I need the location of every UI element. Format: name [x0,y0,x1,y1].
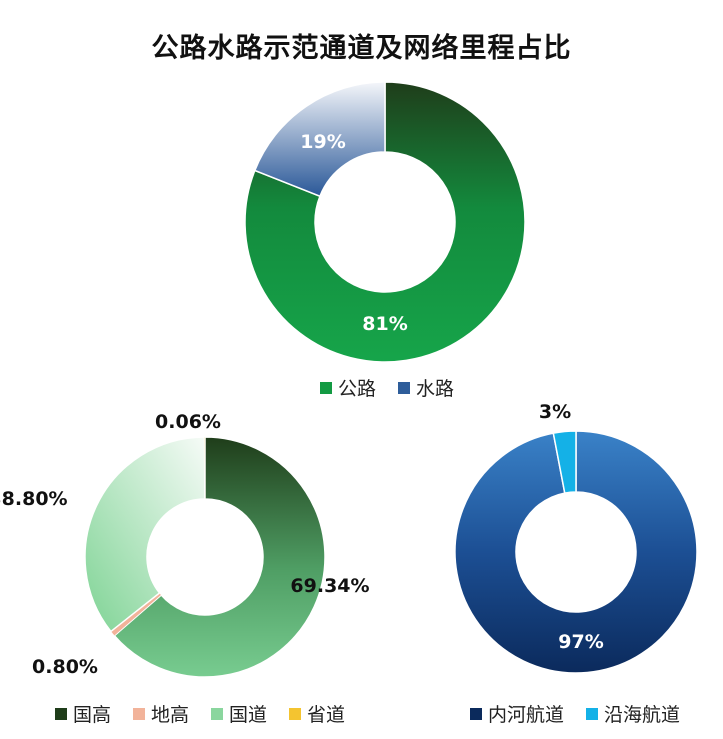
data-label-内河航道: 97% [558,631,603,653]
slice-水路 [253,81,386,198]
slice-公路 [244,81,526,363]
chart-title: 公路水路示范通道及网络里程占比 [151,33,572,64]
slice-沿海航道 [552,430,577,494]
legend-overall: 公路 水路 [320,374,476,401]
legend-item-水路: 水路 [398,374,454,401]
legend-swatch [586,707,599,720]
legend-label: 水路 [416,378,455,400]
legend-item-省道: 省道 [289,700,345,727]
data-label-地高: 0.80% [32,656,98,678]
legend-swatch [470,707,482,720]
legend-swatch [320,381,332,394]
legend-swatch [55,707,67,720]
slice-内河航道 [454,430,698,674]
legend-label: 沿海航道 [604,704,681,726]
legend-swatch [289,707,302,720]
legend-swatch [398,381,411,394]
legend-label: 内河航道 [488,704,565,726]
legend-label: 国高 [73,704,112,726]
legend-item-国道: 国道 [211,700,267,727]
slice-国道 [84,436,206,633]
data-label-沿海航道: 3% [539,401,571,423]
legend-swatch [133,707,146,720]
legend-label: 地高 [151,704,190,726]
legend-item-地高: 地高 [133,700,189,727]
legend-item-沿海航道: 沿海航道 [586,700,680,727]
donut-chart-waterway: 97% 3% [454,401,698,674]
legend-label: 公路 [338,378,377,400]
data-label-公路: 81% [362,313,407,335]
legend-label: 省道 [307,704,346,726]
data-label-国高: 69.34% [290,575,369,597]
legend-highway: 国高 地高 国道 省道 [55,700,367,727]
data-label-省道: 0.06% [155,411,221,433]
legend-item-国高: 国高 [55,700,111,727]
donut-chart-overall: 81% 19% [244,81,526,363]
legend-waterway: 内河航道 沿海航道 [470,700,702,727]
legend-item-公路: 公路 [320,374,376,401]
legend-label: 国道 [229,704,268,726]
legend-item-内河航道: 内河航道 [470,700,564,727]
legend-swatch [211,707,224,720]
data-label-国道: 38.80% [0,488,68,510]
slice-国高 [113,436,326,678]
data-label-水路: 19% [300,131,345,153]
slice-省道 [204,436,206,500]
donut-chart-highway: 69.34% 0.80% 38.80% 0.06% [0,411,370,678]
